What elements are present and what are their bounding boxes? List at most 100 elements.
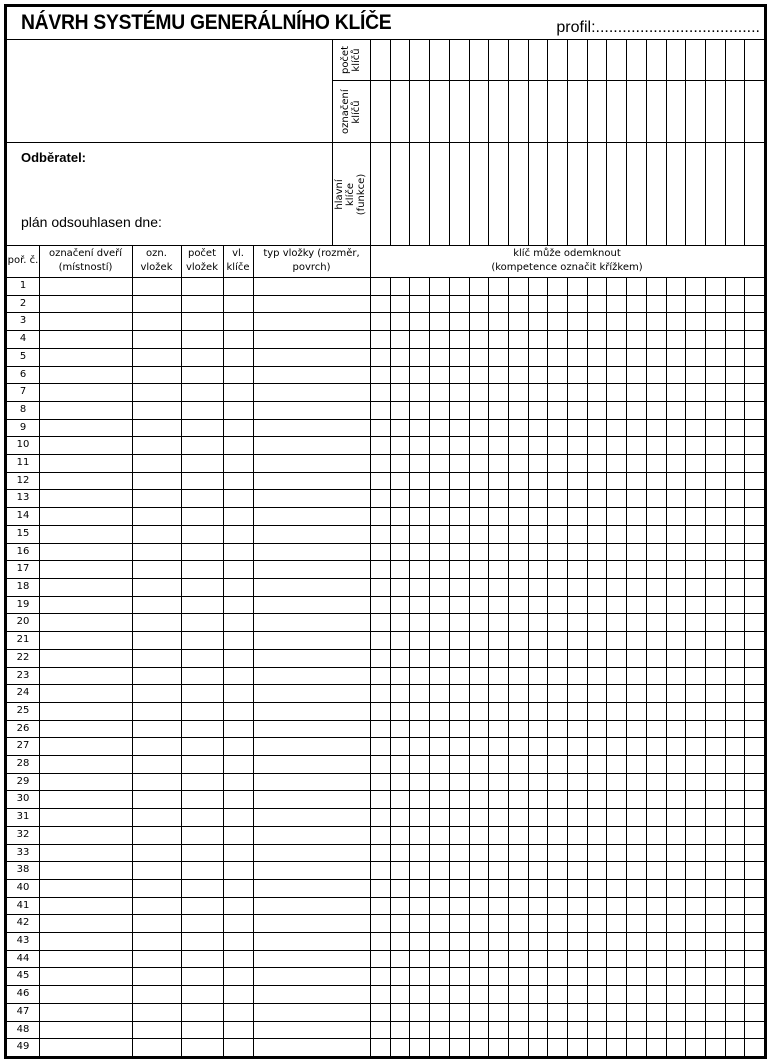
- grid-line: [7, 720, 764, 721]
- grid-line: [7, 649, 764, 650]
- grid-line: [332, 80, 764, 81]
- row-number: 7: [19, 386, 27, 397]
- col-header-vl-klice: vl. klíče: [226, 248, 250, 273]
- grid-line: [7, 844, 764, 845]
- row-number: 10: [16, 439, 30, 450]
- grid-line: [469, 277, 470, 1056]
- grid-line: [449, 277, 450, 1056]
- grid-line: [587, 39, 588, 245]
- row-number: 29: [16, 776, 30, 787]
- grid-line: [449, 39, 450, 245]
- row-label-oznaceni-klicu: označení klíčů: [340, 88, 362, 134]
- grid-line: [409, 277, 410, 1056]
- grid-line: [567, 39, 568, 245]
- row-number: 42: [16, 917, 30, 928]
- grid-line: [7, 507, 764, 508]
- row-number: 47: [16, 1006, 30, 1017]
- grid-line: [7, 613, 764, 614]
- grid-line: [223, 245, 224, 1056]
- grid-line: [7, 631, 764, 632]
- row-number: 28: [16, 758, 30, 769]
- row-number: 24: [16, 687, 30, 698]
- grid-line: [7, 684, 764, 685]
- grid-line: [567, 277, 568, 1056]
- row-number: 25: [16, 705, 30, 716]
- grid-line: [390, 277, 391, 1056]
- grid-line: [7, 755, 764, 756]
- row-number: 20: [16, 616, 30, 627]
- row-number: 12: [16, 475, 30, 486]
- row-number: 46: [16, 988, 30, 999]
- row-number: 15: [16, 528, 30, 539]
- col-header-typ-vlozky: typ vložky (rozměr, povrch): [263, 248, 360, 273]
- row-number: 40: [16, 882, 30, 893]
- grid-line: [7, 383, 764, 384]
- grid-line: [7, 773, 764, 774]
- grid-line: [469, 39, 470, 245]
- row-number: 14: [16, 510, 30, 521]
- grid-line: [7, 543, 764, 544]
- grid-line: [587, 277, 588, 1056]
- grid-line: [7, 489, 764, 490]
- grid-line: [7, 897, 764, 898]
- col-header-ozn-vlozek: ozn. vložek: [140, 248, 173, 273]
- row-number: 23: [16, 670, 30, 681]
- row-number: 32: [16, 829, 30, 840]
- grid-line: [7, 277, 764, 278]
- grid-line: [606, 277, 607, 1056]
- grid-line: [7, 790, 764, 791]
- grid-line: [370, 39, 371, 245]
- grid-line: [508, 277, 509, 1056]
- grid-line: [132, 245, 133, 1056]
- row-number: 5: [19, 351, 27, 362]
- grid-line: [725, 39, 726, 245]
- grid-line: [626, 39, 627, 245]
- grid-line: [528, 39, 529, 245]
- grid-line: [646, 39, 647, 245]
- grid-line: [7, 861, 764, 862]
- row-number: 1: [19, 280, 27, 291]
- row-number: 48: [16, 1024, 30, 1035]
- grid-line: [7, 1003, 764, 1004]
- grid-line: [7, 436, 764, 437]
- row-number: 38: [16, 864, 30, 875]
- row-number: 31: [16, 811, 30, 822]
- row-number: 43: [16, 935, 30, 946]
- grid-line: [7, 454, 764, 455]
- row-number: 2: [19, 298, 27, 309]
- grid-line: [547, 277, 548, 1056]
- grid-line: [7, 596, 764, 597]
- grid-line: [646, 277, 647, 1056]
- grid-line: [666, 39, 667, 245]
- row-number: 6: [19, 369, 27, 380]
- grid-line: [7, 808, 764, 809]
- grid-line: [7, 702, 764, 703]
- profil-field[interactable]: profil:.................................…: [556, 19, 760, 36]
- grid-line: [7, 560, 764, 561]
- row-number: 17: [16, 563, 30, 574]
- grid-line: [7, 914, 764, 915]
- grid-line: [7, 245, 764, 246]
- grid-line: [181, 245, 182, 1056]
- grid-line: [409, 39, 410, 245]
- grid-line: [7, 826, 764, 827]
- grid-line: [7, 472, 764, 473]
- grid-line: [7, 142, 764, 143]
- grid-line: [725, 277, 726, 1056]
- grid-line: [488, 39, 489, 245]
- row-number: 18: [16, 581, 30, 592]
- col-header-por: poř. č.: [7, 255, 39, 266]
- row-number: 21: [16, 634, 30, 645]
- col-header-pocet-vlozek: počet vložek: [185, 248, 218, 273]
- grid-line: [7, 39, 764, 40]
- grid-line: [7, 348, 764, 349]
- grid-line: [7, 1021, 764, 1022]
- grid-line: [626, 277, 627, 1056]
- row-number: 27: [16, 740, 30, 751]
- grid-line: [488, 277, 489, 1056]
- grid-line: [528, 277, 529, 1056]
- grid-line: [429, 39, 430, 245]
- grid-line: [7, 1038, 764, 1039]
- page-title: NÁVRH SYSTÉMU GENERÁLNÍHO KLÍČE: [21, 11, 392, 34]
- row-number: 8: [19, 404, 27, 415]
